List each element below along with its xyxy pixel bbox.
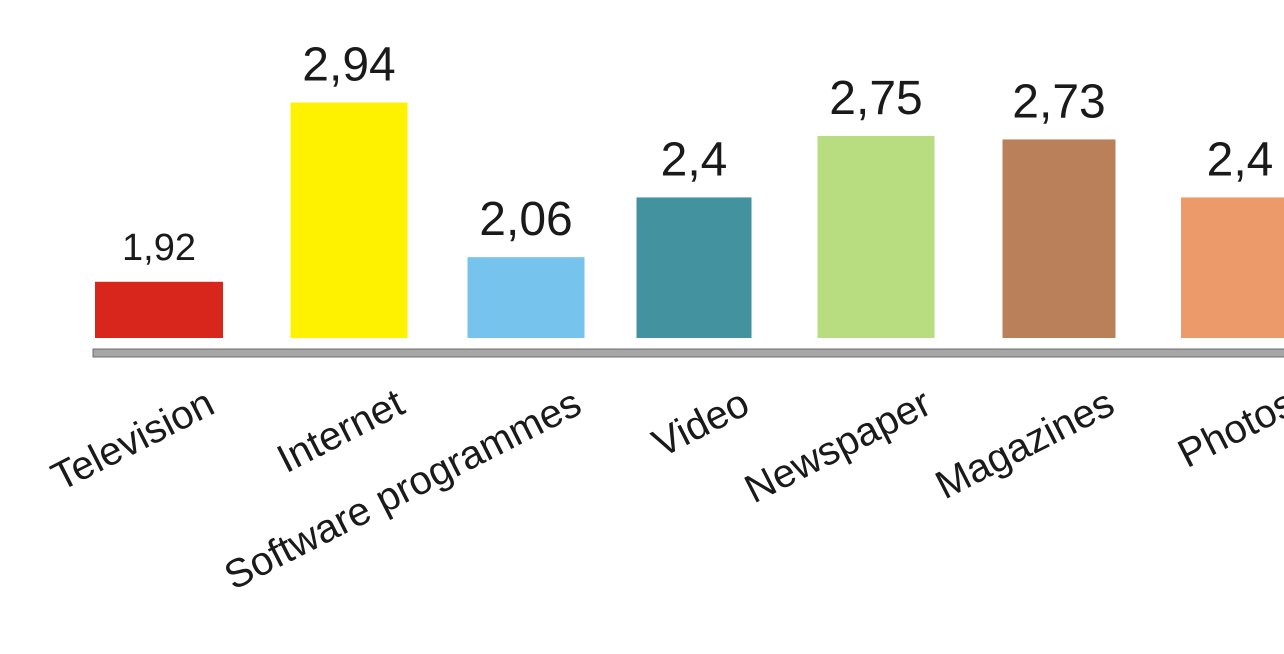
value-label: 2,94 [302, 39, 395, 92]
x-tick-label: Magazines [929, 381, 1121, 508]
bar [95, 281, 223, 338]
value-label: 2,73 [1012, 75, 1105, 128]
bar [817, 135, 935, 338]
value-label: 2,75 [829, 72, 922, 125]
x-tick-label: Video [646, 381, 756, 466]
bar [467, 257, 585, 338]
bar [290, 102, 408, 339]
value-label: 2,4 [1207, 133, 1274, 186]
x-tick-label: Photos [1171, 381, 1284, 477]
value-label: 2,4 [661, 133, 728, 186]
x-tick-label: Newspaper [738, 381, 938, 512]
bar [1002, 139, 1116, 338]
axis-baseline [92, 348, 1284, 358]
value-label: 1,92 [122, 227, 196, 269]
bar [1181, 197, 1284, 338]
x-tick-label: Television [45, 381, 221, 500]
bar [636, 197, 752, 338]
x-tick-label: Internet [270, 381, 411, 482]
value-label: 2,06 [479, 193, 572, 246]
